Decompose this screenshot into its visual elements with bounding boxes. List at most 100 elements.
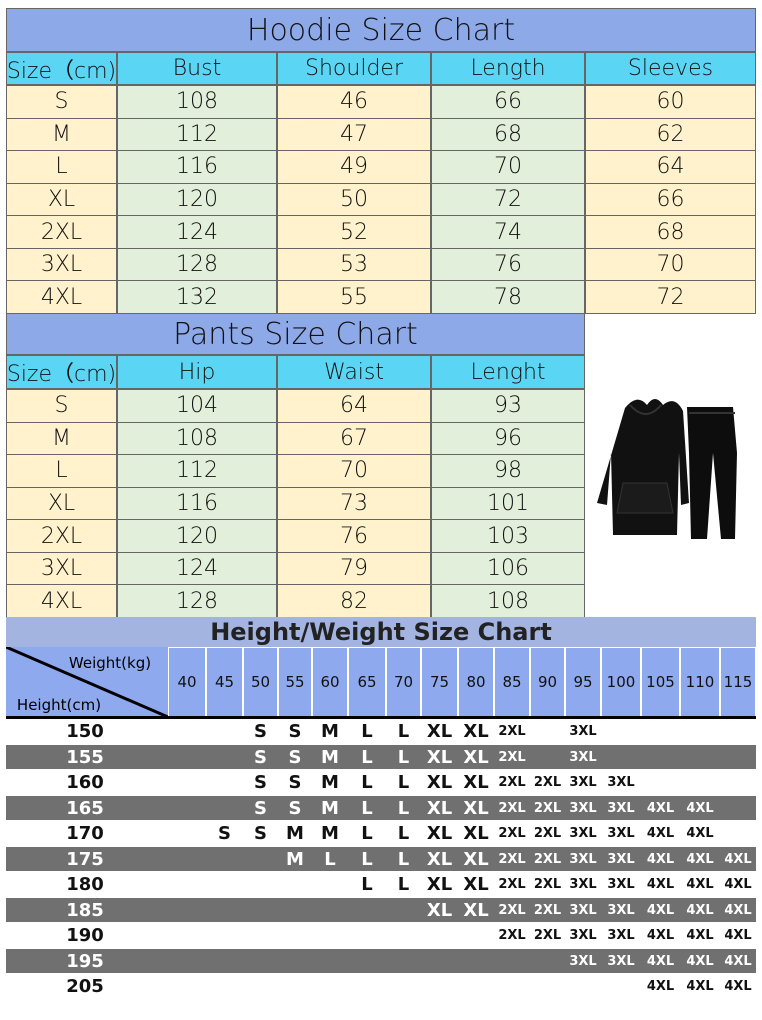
size-cell: XL (426, 721, 453, 743)
table-cell: 132 (117, 280, 277, 314)
table-cell: 82 (277, 584, 431, 618)
table-cell: 70 (431, 150, 585, 184)
height-cell: 170 (66, 823, 104, 845)
weight-header: 75 (421, 647, 458, 717)
table-cell: 2XL (6, 215, 117, 249)
size-cell: 2XL (498, 851, 526, 867)
row-background (6, 770, 756, 795)
row-background (6, 821, 756, 846)
size-cell: L (397, 746, 410, 768)
table-cell: 68 (431, 117, 585, 152)
weight-header: 110 (680, 647, 720, 717)
table-cell: 3XL (6, 247, 117, 282)
size-cell: L (397, 848, 410, 870)
table-cell: 124 (117, 551, 277, 586)
row-background (6, 897, 756, 922)
size-cell: 3XL (607, 775, 635, 791)
table-cell: 62 (585, 117, 756, 152)
table-cell: 98 (431, 454, 585, 488)
height-cell: 150 (66, 721, 104, 743)
size-cell: 4XL (686, 851, 714, 867)
table-cell: 4XL (6, 584, 117, 618)
height-cell: 190 (66, 925, 104, 947)
size-cell: L (361, 772, 373, 794)
size-cell: 2XL (533, 902, 562, 918)
size-cell: 3XL (569, 877, 597, 893)
size-cell: 2XL (498, 749, 526, 765)
size-cell: 4XL (646, 800, 675, 816)
table-cell: 101 (431, 486, 585, 521)
table-cell: 66 (431, 85, 585, 119)
size-cell: 4XL (646, 928, 675, 944)
row-background (6, 974, 756, 999)
height-cell: 165 (66, 797, 104, 819)
size-cell: XL (426, 772, 453, 794)
table-cell: 74 (431, 215, 585, 249)
table-cell: M (6, 117, 117, 152)
table-cell: 73 (277, 486, 431, 521)
size-cell: 4XL (724, 851, 752, 867)
size-cell: 3XL (607, 877, 635, 893)
size-cell: XL (463, 848, 489, 870)
table-cell: 93 (431, 389, 585, 423)
weight-label: Weight(kg) (68, 654, 152, 672)
table-cell: 108 (117, 85, 277, 119)
size-cell: 3XL (569, 928, 597, 944)
size-cell: 4XL (686, 902, 714, 918)
table-cell: 108 (117, 421, 277, 456)
size-cell: 2XL (498, 800, 526, 816)
table-cell: 96 (431, 421, 585, 456)
size-cell: 4XL (646, 851, 675, 867)
table-cell: M (6, 421, 117, 456)
table-cell: 112 (117, 117, 277, 152)
column-header: Bust (117, 52, 277, 85)
size-cell: XL (463, 874, 489, 896)
size-cell: S (288, 772, 302, 794)
table-cell: L (6, 150, 117, 184)
table-cell: 72 (585, 280, 756, 314)
size-cell: XL (426, 874, 453, 896)
table-cell: 52 (277, 215, 431, 249)
size-cell: L (361, 721, 373, 743)
size-cell: 4XL (724, 928, 752, 944)
size-cell: M (321, 721, 339, 743)
table-cell: 70 (585, 247, 756, 282)
row-background (6, 719, 756, 744)
size-cell: M (321, 772, 339, 794)
table-cell: 106 (431, 551, 585, 586)
table-cell: 79 (277, 551, 431, 586)
size-cell: 4XL (686, 928, 714, 944)
table-cell: S (6, 389, 117, 423)
size-cell: L (361, 874, 373, 896)
size-cell: 2XL (498, 902, 526, 918)
size-cell: XL (463, 823, 489, 845)
size-cell: L (397, 797, 410, 819)
height-cell: 155 (66, 746, 104, 768)
table-cell: 49 (277, 150, 431, 184)
table-cell: 55 (277, 280, 431, 314)
size-cell: XL (426, 823, 453, 845)
size-cell: 3XL (569, 724, 597, 740)
size-cell: L (361, 746, 373, 768)
table-cell: 47 (277, 117, 431, 152)
size-cell: 3XL (607, 953, 635, 969)
size-cell: 4XL (646, 877, 675, 893)
size-cell: 4XL (724, 953, 752, 969)
row-background (6, 923, 756, 948)
column-header: Size（cm) (6, 355, 117, 389)
size-cell: 3XL (569, 826, 597, 842)
weight-header: 80 (458, 647, 494, 717)
size-cell: 3XL (569, 749, 597, 765)
size-cell: 3XL (607, 928, 635, 944)
table-cell: XL (6, 486, 117, 521)
size-cell: L (397, 823, 410, 845)
table-cell: L (6, 454, 117, 488)
weight-header: 70 (386, 647, 421, 717)
weight-header: 55 (278, 647, 312, 717)
size-cell: L (397, 721, 410, 743)
table-cell: 120 (117, 519, 277, 553)
size-cell: XL (426, 848, 453, 870)
size-cell: XL (463, 772, 489, 794)
height-cell: 205 (66, 976, 104, 998)
